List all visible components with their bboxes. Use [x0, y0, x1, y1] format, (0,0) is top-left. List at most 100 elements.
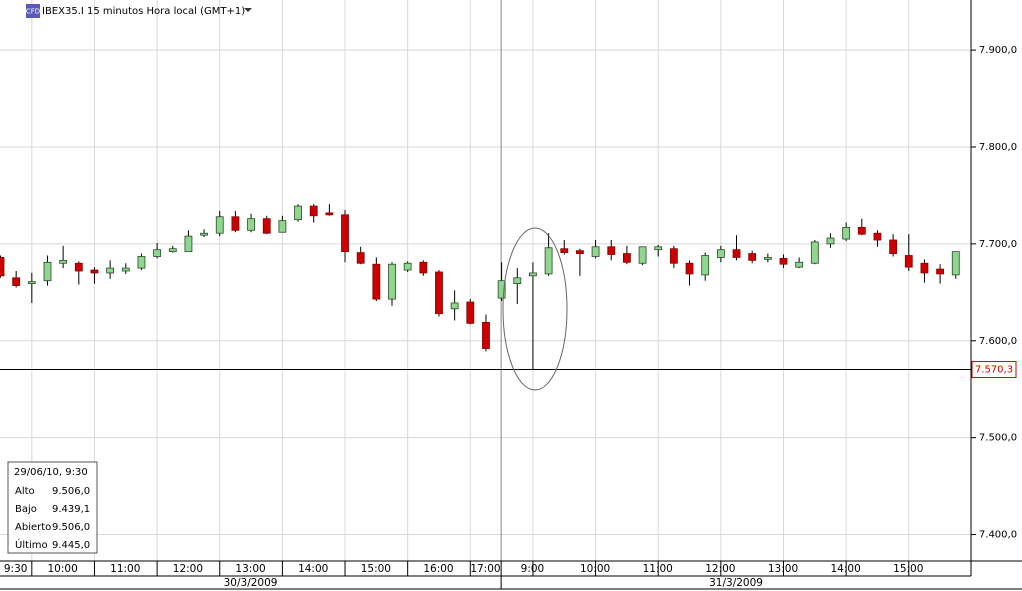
candle-body: [638, 246, 647, 264]
candle-body: [795, 261, 804, 268]
candle-body: [513, 277, 522, 285]
candle-body: [121, 267, 130, 272]
candle-body: [654, 246, 663, 251]
candle-body: [372, 263, 381, 300]
candle-body: [325, 212, 334, 216]
y-tick-label: 7.700,0: [979, 239, 1017, 250]
chart-title: IBEX35.I 15 minutos Hora local (GMT+1): [42, 6, 245, 17]
candle-body: [529, 272, 537, 277]
candle-body: [544, 247, 553, 275]
candle-body: [560, 248, 569, 253]
x-tick-label: 17:00: [470, 563, 500, 575]
candle-body: [215, 216, 224, 234]
candle-body: [59, 259, 68, 264]
candle-body: [356, 252, 365, 264]
x-tick-label: 9:00: [521, 563, 545, 575]
candle-body: [623, 253, 631, 263]
candle-body: [294, 205, 302, 221]
x-date-label: 30/3/2009: [224, 577, 278, 589]
y-tick-label: 7.800,0: [979, 142, 1017, 153]
candle-body: [0, 257, 5, 277]
info-label: Abierto: [15, 522, 51, 533]
x-tick-label: 12:00: [173, 563, 203, 575]
x-tick-label: 11:00: [110, 563, 140, 575]
candle-body: [936, 268, 944, 275]
candle-body: [701, 255, 710, 276]
candle-body: [262, 218, 271, 234]
candle-body: [810, 241, 819, 264]
y-tick-label: 7.600,0: [979, 336, 1017, 347]
candle-body: [607, 246, 616, 255]
candle-body: [43, 261, 52, 282]
info-box-frame: [7, 461, 98, 554]
x-tick-label: 15:00: [361, 563, 391, 575]
candle-body: [137, 256, 146, 269]
candle-body: [748, 253, 757, 261]
candle-body: [419, 261, 428, 274]
grid: [0, 0, 971, 561]
x-date-label: 31/3/2009: [709, 577, 763, 589]
candle-body: [247, 218, 255, 231]
candle-body: [826, 237, 835, 245]
price-label: 7.570,3: [975, 365, 1013, 376]
candle-body: [74, 262, 83, 272]
y-tick-label: 7.400,0: [979, 530, 1017, 541]
candle-body: [951, 251, 960, 276]
candle-body: [779, 258, 788, 265]
x-tick-label: 10:00: [580, 563, 610, 575]
candle-body: [732, 249, 741, 258]
dropdown-arrow[interactable]: [244, 8, 252, 12]
candle-body: [309, 205, 318, 217]
info-label: Alto: [15, 486, 35, 497]
x-tick-label: 16:00: [423, 563, 453, 575]
candle-body: [106, 267, 115, 274]
candle-body: [576, 250, 584, 254]
cfd-icon-text: CFD: [26, 8, 40, 16]
candle-body: [12, 277, 21, 286]
cfd-icon: [26, 4, 40, 18]
info-value: 9.506,0: [52, 522, 90, 533]
candle-body: [450, 302, 459, 310]
candle-body: [482, 321, 490, 349]
y-tick-label: 7.500,0: [979, 433, 1017, 444]
info-label: Bajo: [15, 504, 37, 515]
x-tick-label: 14:00: [298, 563, 328, 575]
candle-body: [857, 227, 866, 235]
x-tick-label: 12:00: [705, 563, 735, 575]
candle-body: [435, 271, 443, 315]
x-tick-label: 15:00: [893, 563, 923, 575]
candle-body: [716, 249, 725, 258]
candle-body: [388, 263, 396, 300]
x-tick-label: 14:00: [831, 563, 861, 575]
candle-body: [685, 262, 694, 275]
candle-body: [889, 239, 898, 254]
candle-body: [90, 269, 99, 274]
candle-body: [497, 280, 506, 299]
candle-body: [231, 216, 240, 231]
price-label-box: [971, 361, 1017, 379]
candle-body: [184, 235, 193, 253]
candle-body: [403, 262, 412, 271]
highlight-ellipse: [502, 227, 568, 391]
candle-body: [873, 232, 882, 241]
x-tick-label: 9:30: [4, 563, 28, 575]
candle-body: [466, 301, 475, 324]
candle-body: [920, 262, 929, 274]
candle-body: [278, 220, 287, 233]
candle-body: [200, 232, 208, 236]
x-tick-label: 10:00: [48, 563, 78, 575]
plot-area: [0, 204, 971, 371]
candle-body: [591, 246, 600, 257]
candle-body: [168, 248, 177, 253]
x-tick-label: 11:00: [643, 563, 673, 575]
info-label: Último: [15, 538, 48, 551]
info-value: 9.445,0: [52, 540, 90, 551]
info-value: 9.506,0: [52, 486, 90, 497]
x-tick-label: 13:00: [235, 563, 265, 575]
info-value: 9.439,1: [52, 504, 90, 515]
x-tick-label: 13:00: [768, 563, 798, 575]
info-title: 29/06/10, 9:30: [14, 467, 88, 478]
